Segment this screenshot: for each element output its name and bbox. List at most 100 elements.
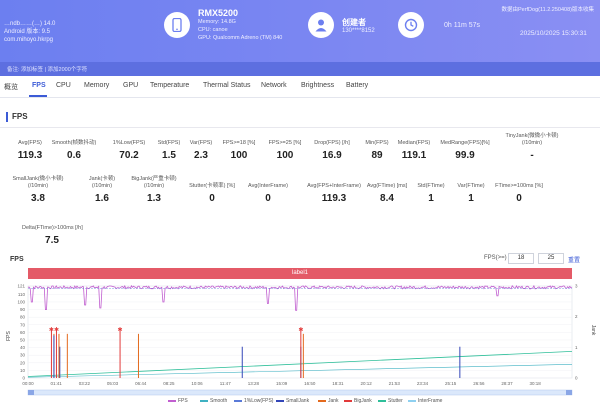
metric-r1-0: Avg(FPS) 119.3: [0, 133, 60, 161]
legend-item-fps[interactable]: FPS: [168, 398, 188, 404]
metric-label: Std(FPS): [157, 140, 181, 146]
creator-name: 创建者: [342, 17, 366, 27]
device-cpu: CPU: canoe: [198, 27, 228, 33]
device-memory: Memory: 14.8G: [198, 19, 236, 25]
big-jank-star-icon: ✱: [298, 327, 303, 334]
app-info-line: com.mihoyo.hkrpg: [4, 37, 54, 43]
x-tick-label: 28:37: [501, 381, 513, 386]
tab-bar: 概览 FPS CPU Memory GPU Temperature Therma…: [0, 78, 600, 98]
metric-label: Avg(FPS+InterFrame): [307, 183, 361, 189]
big-jank-star-icon: ✱: [54, 327, 59, 334]
metric-r1-9: Median(FPS) 119.1: [384, 133, 444, 161]
metric-r3-0: Delta(FTime)>100ms [/h] 7.5: [22, 218, 83, 246]
tab-memory[interactable]: Memory: [84, 82, 110, 89]
tab-fps[interactable]: FPS: [32, 82, 46, 89]
remark-bar[interactable]: 备注: 添加标签 | 添加2000个字符: [0, 62, 600, 76]
metric-value: 1: [468, 193, 474, 204]
metric-label: FTime>=100ms [%]: [495, 183, 543, 189]
user-icon: [308, 12, 334, 38]
tab-network[interactable]: Network: [261, 82, 287, 89]
metric-r1-1: Smooth(帧数抖动) 0.6: [44, 133, 104, 161]
metric-value: 2.3: [194, 150, 208, 161]
legend-swatch-icon: [168, 399, 176, 402]
fps-threshold-low-input[interactable]: 18: [508, 253, 534, 264]
legend-item-jank[interactable]: Jank: [318, 398, 339, 404]
x-tick-label: 05:03: [107, 381, 119, 386]
metric-value: 0: [265, 193, 271, 204]
label-bar[interactable]: label1: [28, 268, 572, 279]
legend-swatch-icon: [234, 399, 242, 402]
device-gpu: GPU: Qualcomm Adreno (TM) 840: [198, 35, 283, 41]
y-tick-label: 90: [20, 307, 26, 312]
metric-r1-4: Var(FPS) 2.3: [171, 133, 231, 161]
metric-value: 1.5: [162, 150, 176, 161]
tab-active-indicator: [29, 95, 47, 97]
legend-item-smalljank[interactable]: SmallJank: [276, 398, 309, 404]
creator-id: 130****8152: [342, 27, 375, 34]
y-tick-label: 80: [20, 315, 26, 320]
duration-card: 0h 11m 57s: [398, 8, 480, 42]
metric-r2-8: Var(FTime) 1: [441, 176, 501, 204]
tab-temperature[interactable]: Temperature: [150, 82, 190, 89]
fps-threshold-label: FPS(>=): [484, 255, 507, 261]
x-tick-label: 08:25: [163, 381, 175, 386]
metric-r2-3: Stutter(卡顿率) [%] 0: [182, 176, 242, 204]
metric-value: 0: [516, 193, 522, 204]
metric-r1-2: 1%Low(FPS) 70.2: [99, 133, 159, 161]
x-tick-label: 30:18: [530, 381, 542, 386]
app-info-line: Android 版本: 9.5: [4, 29, 51, 35]
metric-value: 7.5: [45, 235, 59, 246]
tab-overview[interactable]: 概览: [4, 84, 18, 91]
legend-item-interframe[interactable]: InterFrame: [408, 398, 442, 404]
metric-label: Smooth(帧数抖动): [51, 140, 97, 146]
x-tick-label: 01:41: [51, 381, 63, 386]
y-right-tick-label: 1: [575, 345, 578, 350]
legend-swatch-icon: [276, 399, 284, 402]
y-tick-label: 70: [20, 322, 26, 327]
tab-gpu[interactable]: GPU: [123, 82, 139, 89]
y-tick-label: 110: [18, 292, 26, 297]
metric-r1-8: Min(FPS) 89: [347, 133, 407, 161]
x-tick-label: 16:50: [304, 381, 316, 386]
x-tick-label: 20:12: [360, 381, 372, 386]
x-tick-label: 15:09: [276, 381, 288, 386]
report-header: …ndb……(…) 14.0 Android 版本: 9.5 com.mihoy…: [0, 0, 600, 62]
legend-item-1-low-fps-[interactable]: 1%Low(FPS): [234, 398, 273, 404]
metric-value: -: [530, 150, 534, 161]
legend-item-stutter[interactable]: Stutter: [378, 398, 403, 404]
metric-value: 89: [371, 150, 383, 161]
device-card: RMX5200 Memory: 14.8G CPU: canoe GPU: Qu…: [164, 8, 282, 42]
x-tick-label: 18:31: [332, 381, 344, 386]
metric-label: Jank(卡顿) (/10min): [88, 176, 116, 189]
zoom-scrollbar: [27, 389, 573, 396]
legend-swatch-icon: [318, 399, 326, 402]
legend-label: Smooth: [210, 398, 228, 404]
x-tick-label: 23:34: [417, 381, 429, 386]
x-tick-label: 21:53: [389, 381, 401, 386]
big-jank-star-icon: ✱: [118, 327, 123, 334]
x-tick-label: 10:06: [191, 381, 203, 386]
legend-item-bigjank[interactable]: BigJank: [344, 398, 372, 404]
tab-thermal-status[interactable]: Thermal Status: [203, 82, 251, 89]
metric-r1-3: Std(FPS) 1.5: [139, 133, 199, 161]
tab-cpu[interactable]: CPU: [56, 82, 71, 89]
tab-brightness[interactable]: Brightness: [301, 82, 335, 89]
fps-chart[interactable]: 0 10 20 30 40 50 60 70 80 90 100 110 121 0 1 2 3 FPS Jank 0…: [0, 280, 600, 396]
tab-battery[interactable]: Battery: [346, 82, 369, 89]
metric-value: 100: [230, 150, 248, 161]
metric-label: Median(FPS): [397, 140, 431, 146]
fps-threshold-high-input[interactable]: 25: [538, 253, 564, 264]
y-right-tick-label: 0: [575, 376, 578, 381]
metric-label: Drop(FPS) [/h]: [314, 140, 350, 146]
metric-value: 70.2: [119, 150, 139, 161]
section-title: FPS: [6, 112, 28, 122]
big-jank-star-icon: ✱: [49, 327, 54, 334]
metric-label: Std(FTime): [417, 183, 445, 189]
metric-r2-7: Std(FTime) 1: [401, 176, 461, 204]
y-tick-label: 100: [17, 299, 25, 304]
legend-item-smooth[interactable]: Smooth: [200, 398, 227, 404]
legend-label: InterFrame: [418, 398, 443, 404]
x-tick-label: 13:28: [248, 381, 260, 386]
reset-button[interactable]: 重置: [568, 258, 581, 264]
remark-text: 备注: 添加标签 | 添加2000个字符: [7, 67, 88, 73]
